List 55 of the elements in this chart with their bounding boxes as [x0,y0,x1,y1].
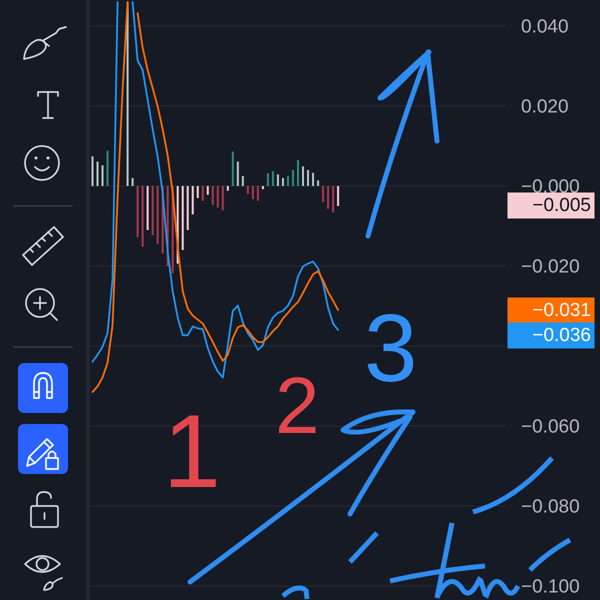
bar [312,172,314,186]
bar [106,150,109,186]
bar [206,186,209,195]
y-tick-label: −0.080 [521,496,580,518]
bar [246,186,249,194]
text: −0.036 [532,325,591,346]
bar [327,186,330,209]
text: −0.031 [532,300,591,321]
annotation: 1 [163,394,221,510]
bar [146,186,149,230]
bar [236,162,239,186]
bar [182,186,184,250]
bar [266,173,269,186]
bar [226,186,229,191]
bar [272,171,274,186]
bar [302,166,304,186]
bar [282,178,284,186]
bar [307,170,310,186]
bar [192,186,194,214]
bar [212,186,214,205]
y-tick-label: −0.100 [521,576,580,598]
bar [232,152,234,186]
bar [222,186,224,210]
bar [332,186,334,212]
text: −0.005 [532,195,591,216]
bar [202,186,204,201]
y-tick-label: 0.020 [521,96,569,118]
bar [196,186,199,198]
bar [216,186,219,208]
annotation: 2 [275,361,320,450]
bar [156,186,159,244]
bar [102,165,104,186]
y-tick-label: −0.060 [521,416,580,438]
bar [132,178,134,186]
bar [96,162,99,186]
bar [292,170,294,186]
bar [276,174,279,186]
bar [256,186,259,201]
y-tick-label: −0.000 [521,176,580,198]
bar [152,186,154,236]
annotation: 3 [364,295,418,402]
bar [142,186,144,247]
bar [286,176,289,186]
bar [252,186,254,200]
bar [262,186,264,190]
bar [186,186,189,230]
bar [297,160,299,186]
bar [317,180,320,186]
bar [136,186,139,238]
y-tick-label: 0.040 [521,16,569,38]
y-tick-label: −0.020 [521,256,580,278]
bar [337,186,340,206]
bar [322,186,324,202]
bar [92,156,94,186]
bar [242,176,244,186]
